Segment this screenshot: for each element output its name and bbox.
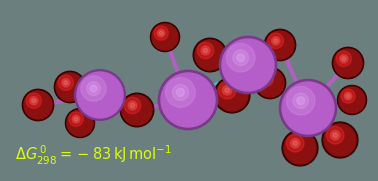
Circle shape — [24, 91, 52, 119]
Circle shape — [154, 26, 168, 40]
Circle shape — [81, 76, 106, 101]
Circle shape — [56, 73, 84, 101]
Circle shape — [256, 69, 284, 97]
Circle shape — [152, 24, 178, 50]
Circle shape — [29, 97, 38, 105]
Circle shape — [332, 47, 364, 79]
Circle shape — [161, 73, 215, 127]
Circle shape — [74, 117, 78, 121]
Circle shape — [157, 29, 165, 37]
Circle shape — [26, 93, 42, 108]
Circle shape — [32, 99, 36, 103]
Circle shape — [62, 79, 70, 87]
Circle shape — [222, 85, 232, 95]
Circle shape — [237, 54, 245, 62]
Circle shape — [128, 101, 137, 110]
Circle shape — [150, 22, 180, 52]
Circle shape — [264, 77, 268, 81]
Circle shape — [177, 88, 184, 96]
Circle shape — [219, 36, 277, 94]
Circle shape — [268, 33, 284, 49]
Circle shape — [225, 88, 229, 93]
Circle shape — [272, 37, 280, 45]
Circle shape — [293, 93, 308, 109]
Circle shape — [69, 112, 83, 126]
Circle shape — [216, 79, 248, 111]
Circle shape — [262, 75, 270, 83]
Circle shape — [339, 87, 365, 113]
Circle shape — [233, 50, 248, 66]
Circle shape — [293, 141, 297, 146]
Circle shape — [282, 82, 334, 134]
Circle shape — [195, 40, 225, 70]
Circle shape — [274, 39, 278, 43]
Circle shape — [120, 93, 154, 127]
Circle shape — [166, 78, 195, 107]
Circle shape — [58, 75, 73, 90]
Circle shape — [226, 43, 255, 72]
Circle shape — [22, 89, 54, 121]
Circle shape — [201, 46, 210, 55]
Circle shape — [172, 84, 189, 100]
Circle shape — [344, 92, 352, 100]
Circle shape — [322, 122, 358, 158]
Circle shape — [65, 108, 94, 138]
Circle shape — [67, 110, 93, 136]
Circle shape — [324, 124, 356, 156]
Circle shape — [203, 48, 208, 53]
Circle shape — [54, 71, 86, 103]
Circle shape — [338, 85, 367, 115]
Circle shape — [77, 72, 123, 118]
Circle shape — [90, 85, 97, 92]
Circle shape — [258, 71, 274, 87]
Circle shape — [330, 130, 340, 140]
Circle shape — [218, 81, 236, 99]
Circle shape — [342, 57, 346, 61]
Circle shape — [282, 130, 318, 166]
Circle shape — [87, 82, 101, 95]
Circle shape — [222, 39, 274, 91]
Circle shape — [284, 132, 316, 164]
Circle shape — [279, 79, 336, 137]
Circle shape — [158, 70, 218, 130]
Circle shape — [333, 133, 338, 138]
Circle shape — [287, 86, 315, 115]
Circle shape — [266, 31, 294, 59]
Circle shape — [64, 81, 68, 85]
Circle shape — [264, 29, 296, 61]
Circle shape — [124, 97, 141, 114]
Circle shape — [334, 49, 362, 77]
Circle shape — [159, 31, 163, 35]
Circle shape — [297, 97, 305, 105]
Circle shape — [72, 115, 80, 123]
Circle shape — [75, 70, 125, 120]
Circle shape — [339, 55, 348, 63]
Circle shape — [290, 138, 300, 148]
Circle shape — [130, 103, 135, 108]
Circle shape — [193, 38, 227, 72]
Circle shape — [254, 67, 286, 99]
Text: $\Delta G^{\,0}_{298} = -83\,\mathrm{kJ\,mol^{-1}}$: $\Delta G^{\,0}_{298} = -83\,\mathrm{kJ\… — [15, 143, 172, 167]
Circle shape — [214, 77, 250, 113]
Circle shape — [326, 126, 344, 144]
Circle shape — [336, 51, 352, 66]
Circle shape — [122, 95, 152, 125]
Circle shape — [346, 94, 350, 98]
Circle shape — [341, 89, 355, 103]
Circle shape — [287, 134, 304, 152]
Circle shape — [197, 42, 214, 59]
